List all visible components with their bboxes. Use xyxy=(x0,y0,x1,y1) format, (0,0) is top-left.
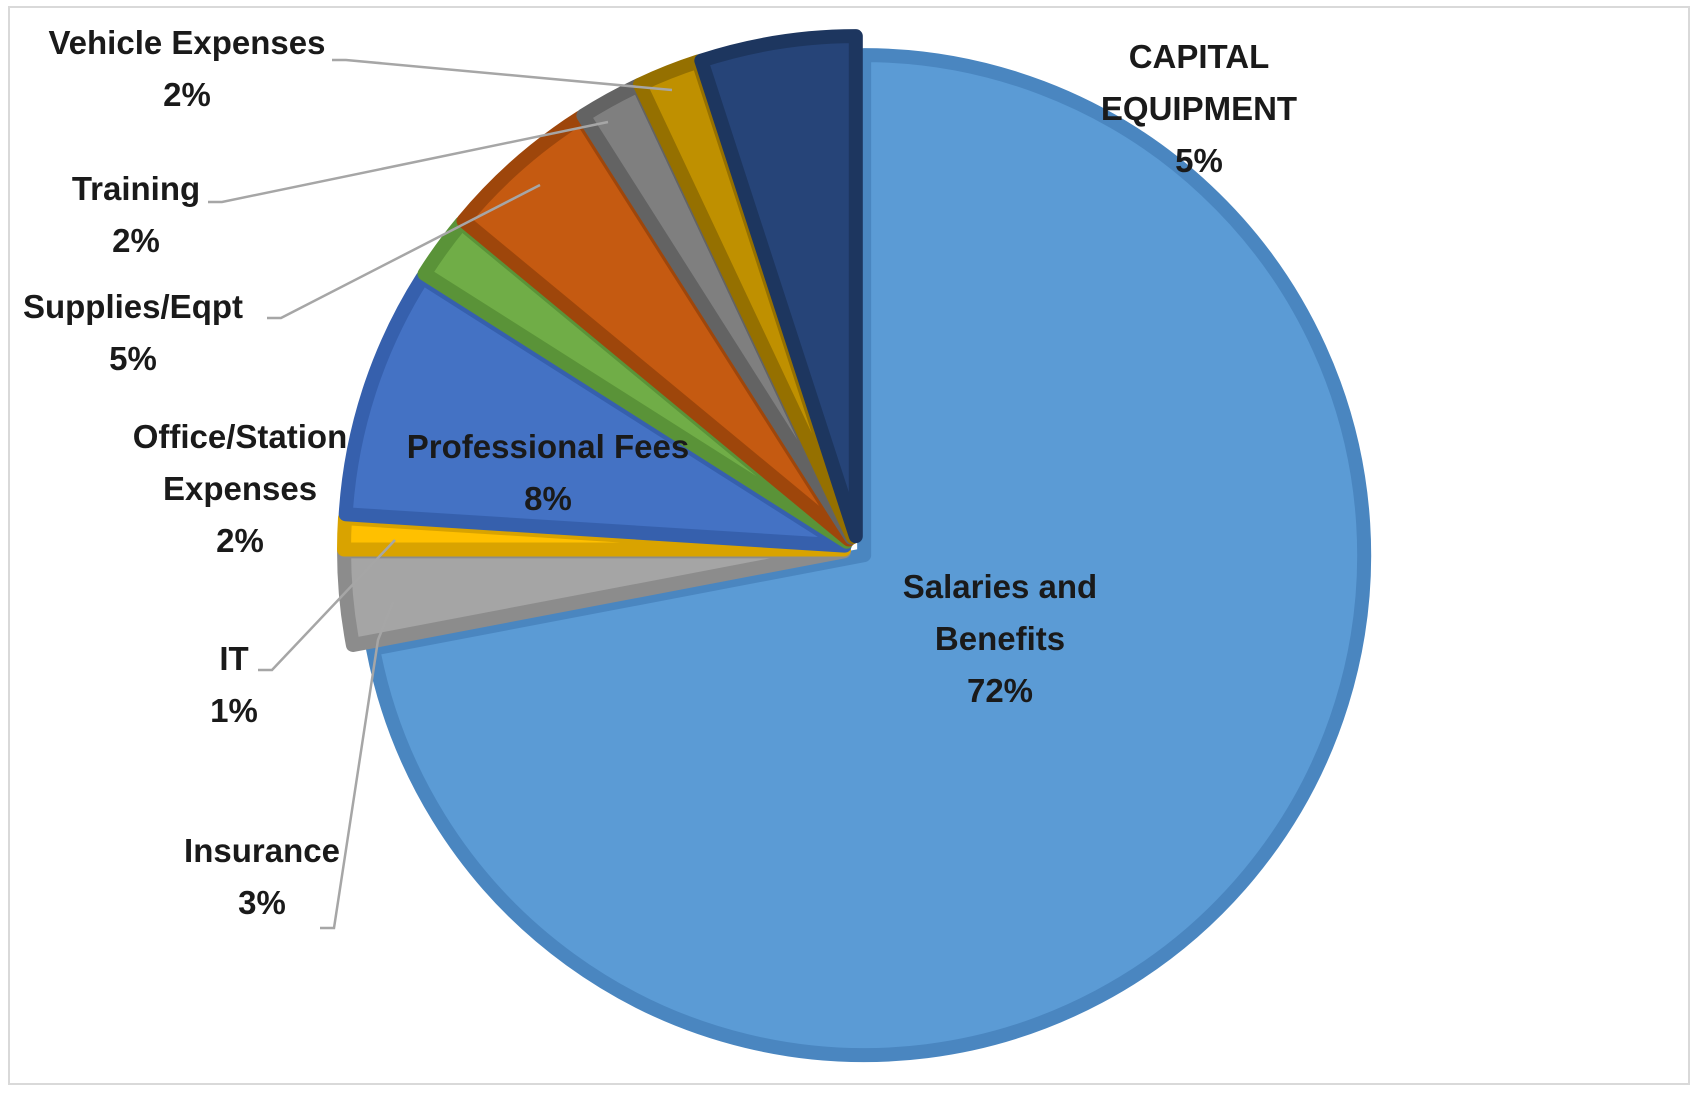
data-label-text: Professional Fees xyxy=(407,428,689,465)
data-label-training: Training 2% xyxy=(72,170,200,259)
data-label-insurance: Insurance 3% xyxy=(184,832,340,921)
pie-slice-capital-equipment xyxy=(694,29,863,544)
pie-slice-professional-fees xyxy=(338,270,852,553)
data-label-vehicle-expenses: Vehicle Expenses 2% xyxy=(48,24,325,113)
leader-line-supplies-eqpt xyxy=(267,183,541,320)
data-labels: Salaries and Benefits 72% Insurance 3% IT 1% Pr… xyxy=(23,24,1297,921)
data-label-percent: 2% xyxy=(112,222,160,259)
data-label-percent: 1% xyxy=(210,692,258,729)
data-label-text: EQUIPMENT xyxy=(1101,90,1297,127)
data-label-text: Supplies/Eqpt xyxy=(23,288,243,325)
pie-slice-salaries-and-benefits xyxy=(366,48,1372,1063)
leader-line-training xyxy=(208,120,609,204)
pie-slices xyxy=(337,29,1372,1063)
leader-line-insurance xyxy=(320,601,395,930)
data-label-percent: 5% xyxy=(109,340,157,377)
data-label-text: Expenses xyxy=(163,470,317,507)
data-label-text: Vehicle Expenses xyxy=(48,24,325,61)
data-label-percent: 5% xyxy=(1175,142,1223,179)
leader-line-vehicle-expenses xyxy=(332,58,673,92)
data-label-percent: 72% xyxy=(967,672,1033,709)
data-label-supplies-eqpt: Supplies/Eqpt 5% xyxy=(23,288,243,377)
data-label-percent: 2% xyxy=(216,522,264,559)
data-label-text: Benefits xyxy=(935,620,1065,657)
data-label-percent: 8% xyxy=(524,480,572,517)
data-label-office-station-expenses: Office/Station Expenses 2% xyxy=(133,418,348,559)
data-label-it: IT 1% xyxy=(210,640,258,729)
data-label-percent: 2% xyxy=(163,76,211,113)
data-label-text: Insurance xyxy=(184,832,340,869)
data-label-text: IT xyxy=(219,640,248,677)
data-label-text: Salaries and xyxy=(903,568,1097,605)
data-label-salaries-and-benefits: Salaries and Benefits 72% xyxy=(903,568,1097,709)
data-label-capital-equipment: CAPITAL EQUIPMENT 5% xyxy=(1101,38,1297,179)
leader-line-it xyxy=(258,539,396,672)
leader-lines xyxy=(208,58,673,930)
data-label-text: Training xyxy=(72,170,200,207)
data-label-text: Office/Station xyxy=(133,418,348,455)
data-label-text: CAPITAL xyxy=(1129,38,1270,75)
data-label-professional-fees: Professional Fees 8% xyxy=(407,428,689,517)
data-label-percent: 3% xyxy=(238,884,286,921)
